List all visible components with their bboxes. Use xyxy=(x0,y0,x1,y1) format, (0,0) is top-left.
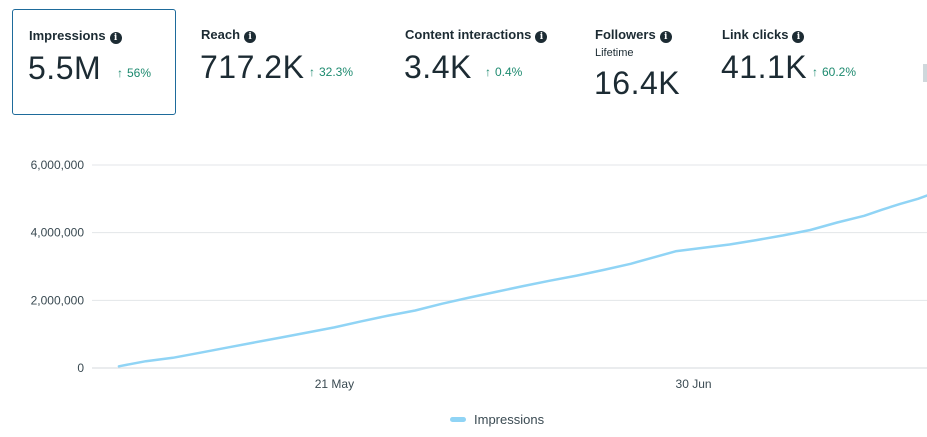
metrics-row: Impressions i 5.5M ↑ 56% Reach i 717.2K ↑ 32… xyxy=(0,0,927,125)
info-icon[interactable]: i xyxy=(792,31,805,43)
metric-value-content-interactions: 3.4K xyxy=(404,49,472,85)
info-icon[interactable]: i xyxy=(244,31,257,43)
arrow-up-icon: ↑ xyxy=(309,65,315,79)
arrow-up-icon: ↑ xyxy=(812,65,818,79)
metric-card-followers[interactable]: Followers i Lifetime 16.4K xyxy=(579,9,699,115)
y-tick-label: 6,000,000 xyxy=(31,158,85,172)
metric-change-label: 32.3% xyxy=(319,65,354,79)
metric-title-reach: Reach i xyxy=(201,27,257,43)
metric-value-link-clicks: 41.1K xyxy=(721,49,808,85)
info-icon[interactable]: i xyxy=(659,31,672,43)
series-line-impressions xyxy=(117,194,927,368)
metric-title-impressions: Impressions i xyxy=(29,28,122,44)
metric-card-reach[interactable]: Reach i 717.2K ↑ 32.3% xyxy=(185,9,385,115)
metric-title-content-interactions: Content interactions i xyxy=(405,27,548,43)
y-tick-label: 2,000,000 xyxy=(31,293,85,307)
metric-card-impressions[interactable]: Impressions i 5.5M ↑ 56% xyxy=(12,9,176,115)
metric-title-label: Reach xyxy=(201,27,241,42)
metric-change-label: 60.2% xyxy=(822,65,857,79)
metric-title-label: Followers xyxy=(595,27,656,42)
metric-change-content-interactions: ↑ 0.4% xyxy=(485,65,522,79)
metric-title-label: Impressions xyxy=(29,28,106,43)
metric-change-label: 0.4% xyxy=(495,65,523,79)
metric-title-link-clicks: Link clicks i xyxy=(722,27,805,43)
metric-change-reach: ↑ 32.3% xyxy=(309,65,353,79)
arrow-up-icon: ↑ xyxy=(117,66,123,80)
metric-value-followers: 16.4K xyxy=(594,65,681,101)
impressions-line-chart: 0 2,000,000 4,000,000 6,000,000 21 May 30 Jun xyxy=(31,158,927,391)
info-icon[interactable]: i xyxy=(109,32,122,44)
metric-change-link-clicks: ↑ 60.2% xyxy=(812,65,856,79)
x-tick-label: 30 Jun xyxy=(676,377,712,391)
y-tick-label: 0 xyxy=(77,361,84,375)
metric-title-label: Content interactions xyxy=(405,27,532,42)
metric-title-followers: Followers i xyxy=(595,27,672,43)
metric-card-content-interactions[interactable]: Content interactions i 3.4K ↑ 0.4% xyxy=(389,9,569,115)
info-icon[interactable]: i xyxy=(535,31,548,43)
metric-card-link-clicks[interactable]: Link clicks i 41.1K ↑ 60.2% xyxy=(706,9,911,115)
x-tick-label: 21 May xyxy=(315,377,354,391)
metric-value-impressions: 5.5M xyxy=(28,50,102,86)
next-metric-edge[interactable] xyxy=(923,64,927,82)
arrow-up-icon: ↑ xyxy=(485,65,491,79)
metric-value-reach: 717.2K xyxy=(200,49,305,85)
metric-subtitle-followers: Lifetime xyxy=(595,47,634,59)
legend-label: Impressions xyxy=(474,411,545,427)
legend-swatch xyxy=(450,416,466,422)
y-tick-label: 4,000,000 xyxy=(31,226,85,240)
chart-legend[interactable]: Impressions xyxy=(450,411,544,427)
metric-change-label: 56% xyxy=(127,66,152,80)
metric-change-impressions: ↑ 56% xyxy=(117,66,151,80)
metric-title-label: Link clicks xyxy=(722,27,789,42)
